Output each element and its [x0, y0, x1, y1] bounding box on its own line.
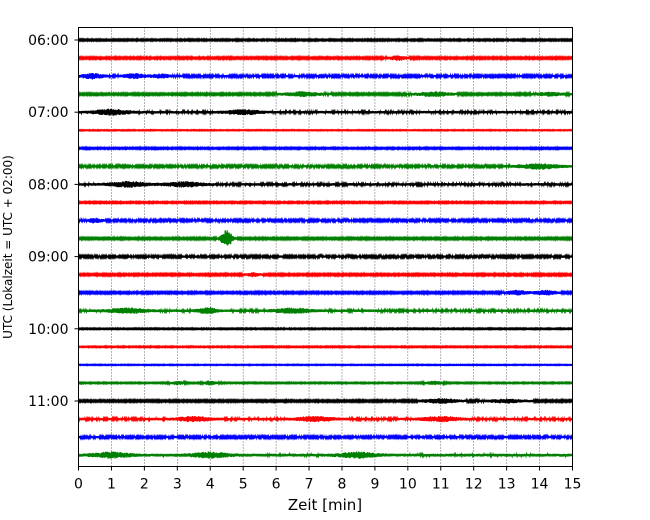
- plot-area: [78, 27, 573, 467]
- trace-line: [77, 451, 574, 459]
- x-tick-label: 11: [432, 477, 450, 493]
- x-tick-label: 6: [272, 477, 281, 493]
- trace-line: [77, 230, 574, 246]
- x-tick-label: 10: [399, 477, 417, 493]
- trace-line: [77, 363, 574, 367]
- x-tick-label: 9: [370, 477, 379, 493]
- x-tick-label: 15: [564, 477, 582, 493]
- x-tick-label: 8: [338, 477, 347, 493]
- trace-line: [77, 54, 574, 62]
- trace-line: [77, 289, 574, 297]
- y-axis-ticks: 06:00 07:00 08:00 09:00 10:00 11:00: [28, 33, 79, 410]
- trace-line: [77, 433, 574, 441]
- trace-line: [77, 180, 574, 189]
- y-tick-label: 08:00: [28, 177, 68, 193]
- x-tick-label: 0: [74, 477, 83, 493]
- x-tick-label: 4: [206, 477, 215, 493]
- trace-line: [77, 344, 574, 350]
- x-axis-label: Zeit [min]: [288, 496, 362, 514]
- trace-line: [77, 326, 574, 332]
- y-tick-label: 11:00: [28, 394, 68, 410]
- trace-line: [77, 199, 574, 206]
- trace-line: [77, 307, 574, 315]
- trace-line: [77, 271, 574, 279]
- y-tick-label: 10:00: [28, 322, 68, 338]
- trace-line: [77, 108, 574, 116]
- trace-line: [77, 216, 574, 225]
- trace-line: [77, 90, 574, 98]
- x-tick-label: 12: [465, 477, 483, 493]
- x-tick-label: 14: [531, 477, 549, 493]
- x-tick-label: 1: [107, 477, 116, 493]
- trace-line: [77, 415, 574, 423]
- trace-line: [77, 162, 574, 171]
- trace-line: [77, 37, 574, 43]
- trace-line: [77, 145, 574, 152]
- trace-line: [77, 397, 574, 405]
- x-axis-ticks: 0 1 2 3 4 5 6 7 8 9 10 11 12 13 14 15: [74, 466, 582, 493]
- y-axis-label: UTC (Lokalzeit = UTC + 02:00): [1, 155, 15, 339]
- x-tick-label: 13: [498, 477, 516, 493]
- x-tick-label: 3: [173, 477, 182, 493]
- plot-frame: [78, 27, 573, 467]
- trace-line: [77, 128, 573, 133]
- y-tick-label: 06:00: [28, 33, 68, 49]
- x-tick-label: 7: [305, 477, 314, 493]
- vertical-grid: [111, 27, 540, 467]
- trace-line: [77, 379, 574, 387]
- trace-line: [77, 252, 574, 261]
- seismic-traces: [77, 37, 574, 459]
- x-tick-label: 5: [239, 477, 248, 493]
- y-tick-label: 07:00: [28, 105, 68, 121]
- trace-line: [77, 72, 574, 80]
- y-tick-label: 09:00: [28, 250, 68, 266]
- x-tick-label: 2: [140, 477, 149, 493]
